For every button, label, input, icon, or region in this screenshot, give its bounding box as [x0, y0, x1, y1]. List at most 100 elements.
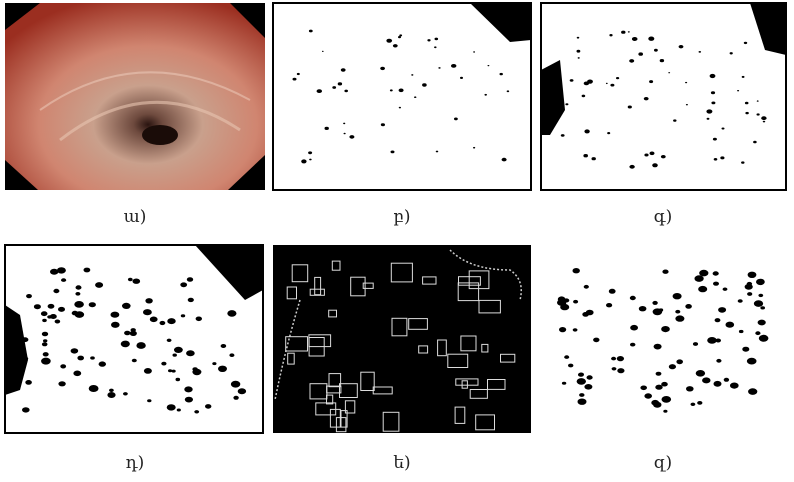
blob [349, 135, 354, 139]
blob [763, 121, 765, 123]
blob [233, 396, 238, 400]
blob [679, 45, 684, 48]
blob [488, 65, 490, 66]
blob [76, 285, 82, 289]
blob [71, 348, 79, 353]
blob [422, 83, 427, 86]
blob [107, 392, 115, 398]
blob [411, 74, 413, 76]
blob [561, 134, 565, 137]
blob [123, 392, 128, 395]
blob [617, 356, 624, 361]
blob [756, 279, 765, 285]
blob [186, 350, 195, 356]
blob [147, 399, 151, 402]
blob [652, 163, 658, 167]
blob [473, 51, 475, 52]
blob [587, 375, 593, 379]
panel-caption: դ) [126, 453, 144, 473]
blob [185, 397, 193, 403]
blob [592, 157, 596, 160]
blob [695, 275, 704, 282]
binary-panel [273, 3, 531, 190]
blob [744, 42, 747, 44]
blob [629, 165, 634, 169]
blob [121, 341, 130, 348]
blob [188, 298, 194, 302]
blob [34, 304, 41, 309]
blob [75, 292, 80, 296]
blob [661, 382, 668, 387]
blob [160, 321, 166, 325]
blob [739, 330, 744, 333]
blob [742, 76, 745, 78]
blob [722, 128, 725, 130]
blob [621, 31, 625, 34]
blob [711, 91, 715, 94]
blob [651, 400, 659, 406]
blob [660, 59, 664, 62]
blob [42, 332, 48, 337]
blob [196, 317, 202, 322]
blob [662, 270, 668, 274]
blob [644, 154, 648, 157]
blob [50, 314, 57, 319]
panel-caption: զ) [654, 453, 672, 473]
blob [133, 279, 141, 284]
blob [122, 303, 131, 309]
blob [616, 77, 619, 79]
blob [650, 152, 655, 156]
blob [639, 306, 647, 311]
blob [685, 82, 687, 83]
blob [723, 288, 728, 291]
panel-caption: բ) [393, 207, 410, 227]
blob [726, 322, 735, 328]
blob [500, 73, 503, 75]
blob [26, 294, 32, 298]
blob [577, 50, 581, 53]
blob [344, 133, 346, 135]
blob [332, 86, 336, 89]
blob [715, 318, 721, 322]
blob [630, 296, 636, 300]
blob [578, 57, 580, 59]
blob [301, 159, 306, 163]
blob [713, 282, 719, 286]
blob [745, 284, 753, 290]
blob [757, 113, 760, 115]
blob [713, 271, 719, 275]
blob [659, 308, 663, 311]
blob [391, 151, 395, 154]
blob [630, 343, 635, 347]
blob [707, 118, 710, 120]
blob [436, 151, 439, 153]
blob [150, 317, 158, 323]
blob [99, 361, 106, 366]
blob [686, 104, 688, 105]
blob [686, 386, 694, 391]
blob [755, 331, 760, 335]
blob [167, 404, 176, 410]
blob [593, 338, 599, 343]
blob [132, 359, 137, 363]
blob [325, 127, 329, 130]
blob [754, 300, 763, 307]
blob [761, 116, 766, 120]
blob [609, 289, 616, 294]
blob [145, 298, 152, 303]
blob [691, 403, 696, 406]
blob [454, 118, 458, 121]
blob [759, 335, 769, 342]
blob [173, 354, 177, 357]
blob [716, 359, 721, 363]
blob [22, 337, 29, 342]
blob [168, 369, 172, 372]
blob [573, 328, 578, 331]
blob [84, 268, 91, 273]
blob [758, 320, 766, 326]
blob [22, 407, 30, 412]
blob [48, 304, 55, 309]
blob [111, 322, 120, 328]
blob [757, 100, 759, 101]
blob [662, 396, 672, 403]
